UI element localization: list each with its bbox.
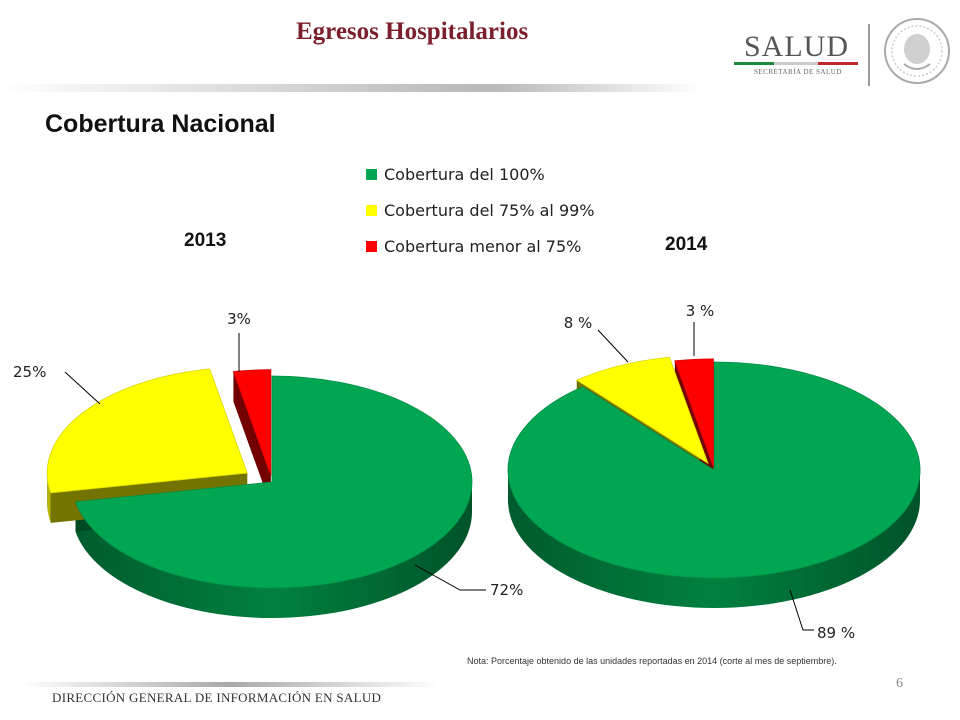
logo-text: SALUD [744, 30, 850, 63]
leader-line [64, 371, 101, 405]
pie-slice-cobertura-del-75-al-99 [46, 368, 248, 494]
page-header-title: Egresos Hospitalarios [296, 18, 529, 45]
pie-chart-2014: 89 % 8 % 3 % [507, 302, 921, 642]
legend-item-full-coverage: Cobertura del 100% [366, 156, 595, 192]
pie-slice-cobertura-del-100 [507, 361, 921, 579]
leader-line [414, 564, 486, 591]
leader-line [597, 329, 629, 363]
logo-color-rule [734, 62, 858, 65]
data-label: 3% [227, 310, 251, 328]
pie-slice-cobertura-del-75-al-99 [575, 356, 709, 465]
page-number: 6 [896, 676, 903, 691]
chart-title-2013: 2013 [184, 230, 227, 251]
data-label: 89 % [817, 624, 855, 642]
section-title: Cobertura Nacional [45, 110, 276, 138]
legend-label: Cobertura del 100% [384, 164, 545, 184]
pie-slice-side [75, 482, 473, 619]
data-label: 3 % [686, 302, 715, 320]
chart-title-2014: 2014 [665, 234, 708, 255]
legend-label: Cobertura menor al 75% [384, 236, 582, 256]
salud-logo: SALUD SECRETARÍA DE SALUD [728, 18, 958, 90]
data-label: 25% [13, 363, 46, 381]
footnote: Nota: Porcentaje obtenido de las unidade… [467, 656, 837, 666]
legend-swatch [366, 240, 377, 252]
footer-text: DIRECCIÓN GENERAL DE INFORMACIÓN EN SALU… [52, 690, 382, 705]
chart-legend: Cobertura del 100% Cobertura del 75% al … [366, 156, 595, 264]
pie-slice-wall [233, 371, 271, 506]
pie-slice-side [508, 470, 920, 608]
header-divider [0, 84, 700, 92]
logo-subtext: SECRETARÍA DE SALUD [754, 68, 842, 76]
legend-swatch [366, 168, 377, 180]
legend-swatch [366, 204, 377, 216]
coat-of-arms-icon [884, 18, 950, 84]
legend-item-partial-coverage: Cobertura del 75% al 99% [366, 192, 595, 228]
pie-slice-cobertura-menor-al-75 [232, 369, 272, 476]
data-label: 72% [490, 581, 523, 599]
logo-divider [868, 24, 870, 86]
data-label: 8 % [564, 314, 593, 332]
pie-slice-cobertura-del-100 [74, 375, 473, 589]
legend-item-low-coverage: Cobertura menor al 75% [366, 228, 595, 264]
pie-slice-side [47, 473, 51, 523]
legend-label: Cobertura del 75% al 99% [384, 200, 595, 220]
pie-slice-cobertura-menor-al-75 [674, 358, 714, 468]
leader-line [789, 589, 814, 631]
pie-chart-2013: 72% 25% 3% [13, 310, 523, 619]
footer-divider [20, 682, 440, 687]
